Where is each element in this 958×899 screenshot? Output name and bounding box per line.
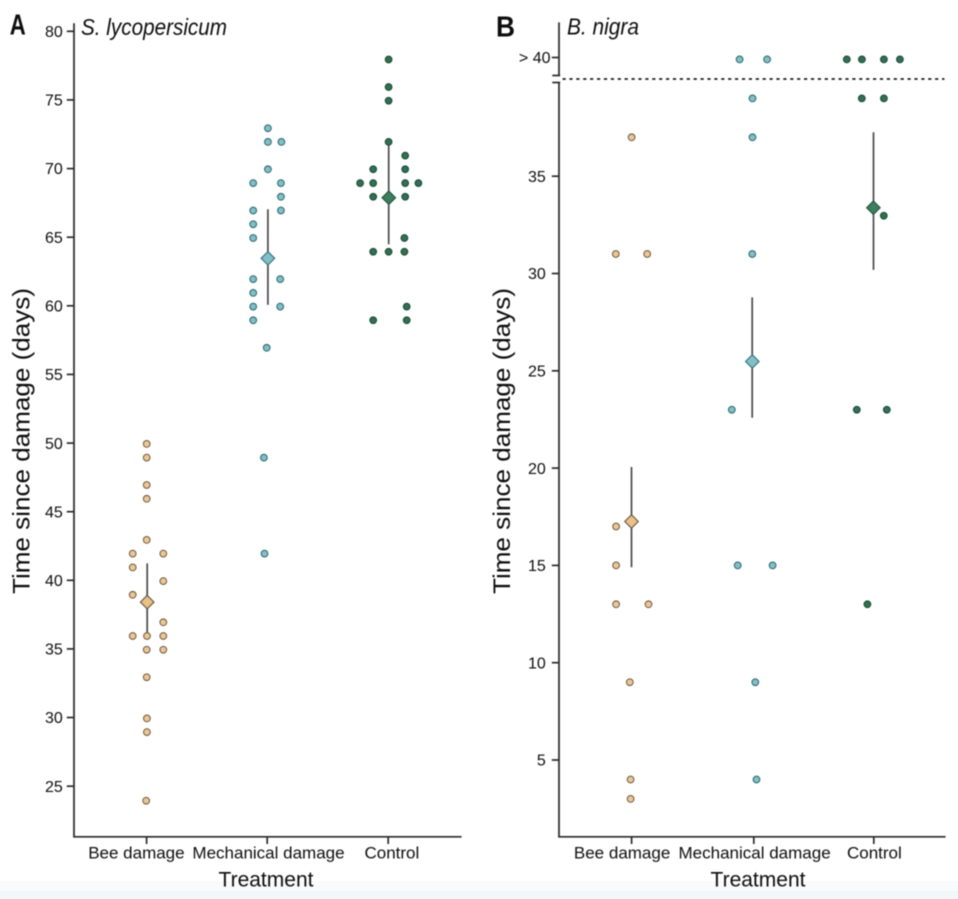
svg-text:10: 10: [528, 655, 546, 672]
svg-text:45: 45: [45, 504, 63, 521]
svg-text:25: 25: [528, 364, 546, 381]
svg-text:5: 5: [537, 753, 546, 770]
svg-text:35: 35: [528, 169, 546, 186]
svg-text:40: 40: [45, 573, 63, 590]
svg-text:75: 75: [45, 93, 63, 110]
svg-text:Mechanical damage: Mechanical damage: [679, 844, 831, 863]
svg-text:25: 25: [45, 779, 63, 796]
svg-text:35: 35: [45, 642, 63, 659]
svg-text:Bee damage: Bee damage: [88, 844, 184, 863]
svg-text:A: A: [10, 10, 26, 42]
svg-text:20: 20: [528, 461, 546, 478]
svg-text:60: 60: [45, 299, 63, 316]
svg-text:Control: Control: [364, 844, 419, 863]
svg-text:> 40: > 40: [519, 50, 551, 67]
svg-text:70: 70: [45, 161, 63, 178]
svg-text:55: 55: [45, 367, 63, 384]
svg-text:Treatment: Treatment: [711, 868, 806, 891]
svg-text:30: 30: [45, 710, 63, 727]
svg-text:50: 50: [45, 436, 63, 453]
svg-text:B: B: [496, 12, 515, 44]
svg-text:Control: Control: [847, 844, 902, 863]
svg-text:Bee damage: Bee damage: [574, 844, 670, 863]
svg-text:30: 30: [528, 266, 546, 283]
svg-text:80: 80: [45, 24, 63, 41]
svg-text:Time since damage (days): Time since damage (days): [489, 288, 516, 594]
svg-text:B. nigra: B. nigra: [567, 14, 639, 40]
svg-text:S. lycopersicum: S. lycopersicum: [81, 14, 227, 40]
svg-text:Mechanical damage: Mechanical damage: [192, 844, 344, 863]
svg-text:65: 65: [45, 230, 63, 247]
svg-text:Treatment: Treatment: [219, 868, 314, 891]
svg-text:Time since damage (days): Time since damage (days): [9, 288, 36, 594]
svg-text:15: 15: [528, 558, 546, 575]
